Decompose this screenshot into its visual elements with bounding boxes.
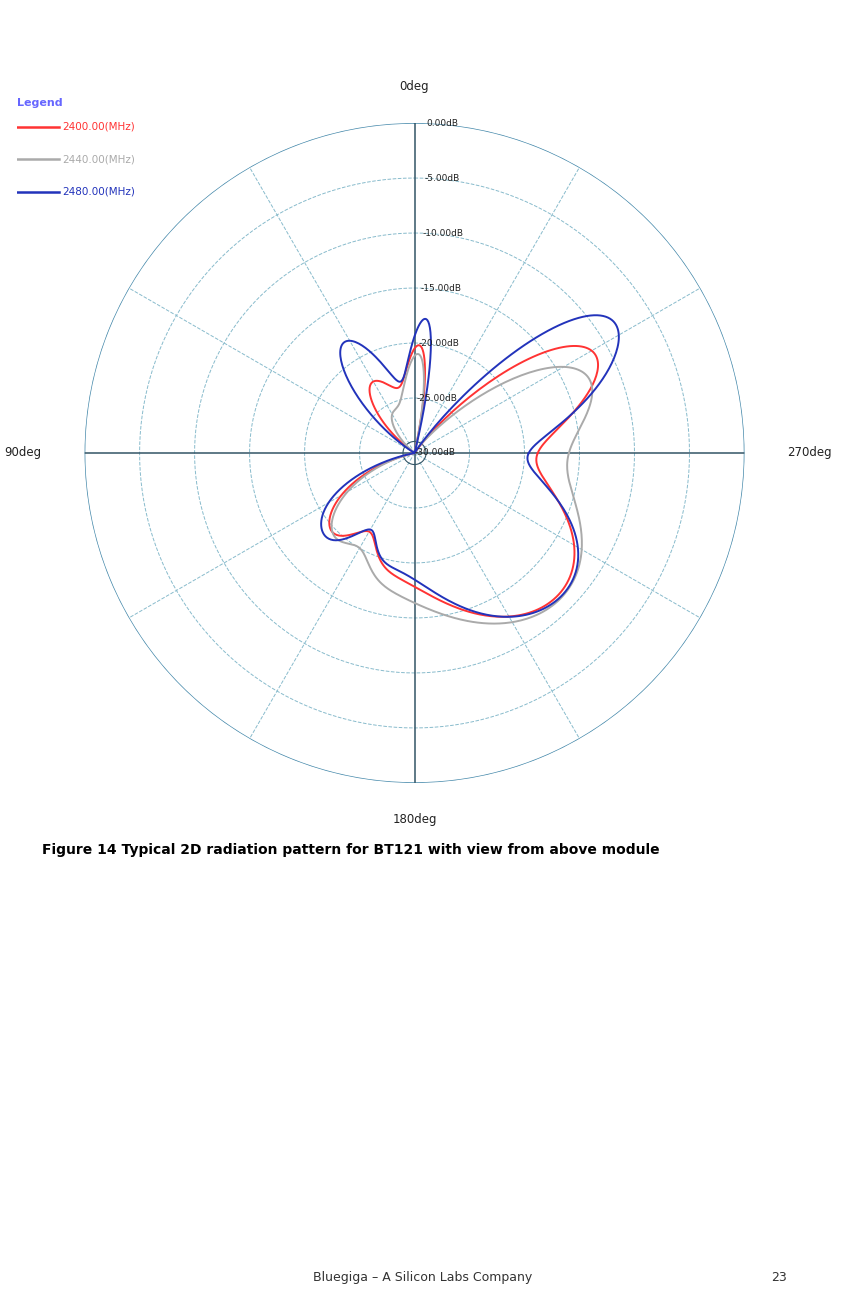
Text: -10.00dB: -10.00dB	[422, 228, 464, 238]
Text: -15.00dB: -15.00dB	[420, 284, 461, 293]
Text: -5.00dB: -5.00dB	[424, 173, 459, 183]
Text: -30.00dB: -30.00dB	[415, 449, 455, 457]
Text: 2480.00(MHz): 2480.00(MHz)	[63, 186, 135, 197]
Text: Legend: Legend	[17, 98, 63, 108]
Text: 0deg: 0deg	[399, 80, 430, 93]
Text: 2400.00(MHz): 2400.00(MHz)	[63, 122, 135, 131]
Text: 180deg: 180deg	[393, 813, 437, 826]
Text: 2440.00(MHz): 2440.00(MHz)	[63, 154, 135, 164]
Text: Bluegiga – A Silicon Labs Company: Bluegiga – A Silicon Labs Company	[313, 1271, 533, 1284]
Text: -25.00dB: -25.00dB	[416, 394, 458, 403]
Text: 90deg: 90deg	[4, 446, 41, 460]
Text: Figure 14 Typical 2D radiation pattern for BT121 with view from above module: Figure 14 Typical 2D radiation pattern f…	[42, 843, 660, 857]
Text: -20.00dB: -20.00dB	[419, 339, 459, 348]
Text: 0.00dB: 0.00dB	[426, 118, 458, 127]
Text: 270deg: 270deg	[788, 446, 832, 460]
Text: 23: 23	[771, 1271, 787, 1284]
